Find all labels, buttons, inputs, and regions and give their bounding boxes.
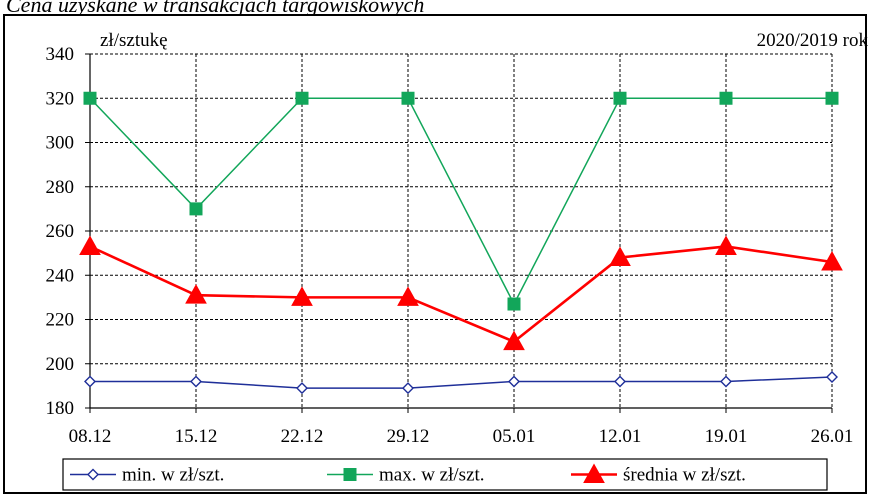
y-tick-label: 280 [46, 177, 75, 198]
y-tick-label: 260 [46, 221, 75, 242]
series-path [89, 245, 833, 344]
series-path [90, 376, 833, 389]
series-path [89, 97, 832, 306]
y-tick-label: 220 [46, 310, 75, 331]
legend-label: max. w zł/szt. [379, 465, 485, 486]
data-point-square [343, 468, 357, 481]
y-tick-label: 200 [46, 354, 75, 375]
series-layer [79, 91, 843, 395]
data-point-square [189, 202, 203, 216]
data-point-triangle [291, 286, 313, 306]
data-point-triangle [503, 330, 525, 351]
gridlines [90, 53, 833, 408]
year-annotation: 2020/2019 rok [757, 30, 869, 51]
data-point-diamond [508, 375, 520, 388]
chart-title: Cena uzyskane w transakcjach targowiskow… [6, 0, 425, 16]
legend: min. w zł/szt. max. w zł/szt. średnia w zł… [62, 458, 828, 491]
legend-label: średnia w zł/szt. [623, 465, 746, 486]
data-point-triangle [185, 284, 207, 304]
y-tick-label: 320 [46, 88, 75, 109]
data-point-triangle [715, 235, 737, 255]
x-tick-label: 05.01 [493, 426, 536, 447]
data-point-triangle [583, 463, 605, 483]
data-point-square [295, 91, 309, 105]
data-point-diamond [402, 382, 414, 395]
x-axis-ticks: 08.12 15.12 22.12 29.12 05.01 12.01 19.01 26.01 [69, 408, 854, 447]
series-line [84, 371, 838, 395]
data-point-square [83, 91, 97, 105]
series-line [83, 91, 839, 311]
data-point-diamond [84, 375, 96, 388]
data-point-diamond [296, 382, 308, 395]
y-tick-label: 240 [46, 265, 75, 286]
y-axis-ticks: 180 200 220 240 260 280 300 320 340 [46, 44, 90, 419]
x-tick-label: 08.12 [69, 426, 112, 447]
data-point-square [825, 91, 839, 105]
y-tick-label: 180 [46, 398, 75, 419]
data-point-triangle [609, 246, 631, 267]
y-axis-unit-label: zł/sztukę [100, 30, 168, 51]
data-point-diamond [720, 375, 732, 388]
x-tick-label: 26.01 [811, 426, 854, 447]
legend-label: min. w zł/szt. [122, 465, 224, 486]
data-point-diamond [614, 375, 626, 388]
x-tick-label: 12.01 [599, 426, 642, 447]
data-point-square [507, 297, 521, 311]
data-point-diamond [826, 371, 838, 384]
data-point-triangle [397, 286, 419, 306]
data-point-triangle [79, 235, 101, 255]
series-line [79, 235, 843, 351]
x-tick-label: 29.12 [387, 426, 430, 447]
legend-box [62, 458, 828, 491]
y-tick-label: 300 [46, 133, 75, 154]
data-point-diamond [87, 468, 99, 481]
x-tick-label: 19.01 [705, 426, 748, 447]
data-point-square [613, 91, 627, 105]
x-tick-label: 22.12 [281, 426, 324, 447]
data-point-triangle [821, 250, 843, 271]
data-point-square [719, 91, 733, 105]
data-point-square [401, 91, 415, 105]
y-tick-label: 340 [46, 44, 75, 65]
data-point-diamond [190, 375, 202, 388]
x-tick-label: 15.12 [175, 426, 218, 447]
